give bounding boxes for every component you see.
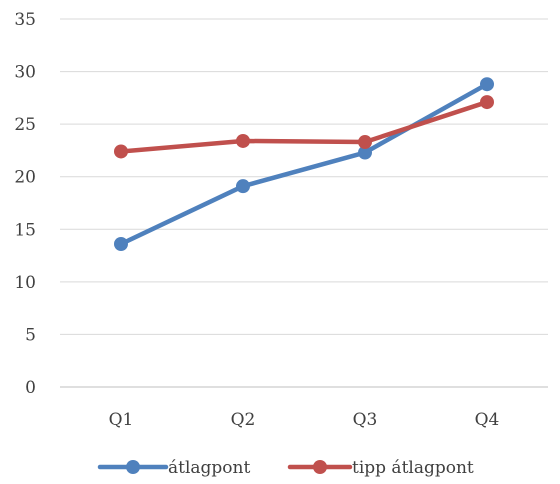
y-tick-label: 0 [25,378,36,398]
series-line [118,99,490,154]
y-tick-label: 10 [14,273,36,293]
legend-item: tipp átlagpont [287,458,474,478]
data-point [236,133,250,148]
series-line [118,81,490,247]
data-point [480,95,494,110]
y-tick-label: 35 [14,10,36,30]
x-tick-label: Q2 [231,410,256,430]
y-tick-label: 5 [25,325,36,345]
series-1 [114,95,494,159]
legend-swatch-marker [313,460,327,474]
x-tick-label: Q1 [109,410,134,430]
y-tick-label: 15 [14,220,36,240]
data-point [358,135,372,150]
data-point [114,237,128,252]
y-tick-label: 25 [14,115,36,135]
data-point [114,144,128,159]
gridlines [60,18,548,388]
y-tick-label: 20 [14,168,36,188]
series-0 [114,77,494,252]
data-point [358,145,372,160]
legend-swatch-marker [126,460,140,474]
y-axis: 0 5 10 15 20 25 30 35 [14,10,36,398]
legend: átlagpont tipp átlagpont [97,458,474,478]
data-point [236,179,250,194]
x-tick-label: Q3 [353,410,378,430]
series-layer [114,77,494,252]
data-point [480,77,494,92]
y-tick-label: 30 [14,63,36,83]
legend-item: átlagpont [97,458,250,478]
x-tick-label: Q4 [475,410,500,430]
x-axis: Q1 Q2 Q3 Q4 [109,410,500,430]
legend-label: átlagpont [168,458,250,478]
legend-label: tipp átlagpont [352,458,474,478]
